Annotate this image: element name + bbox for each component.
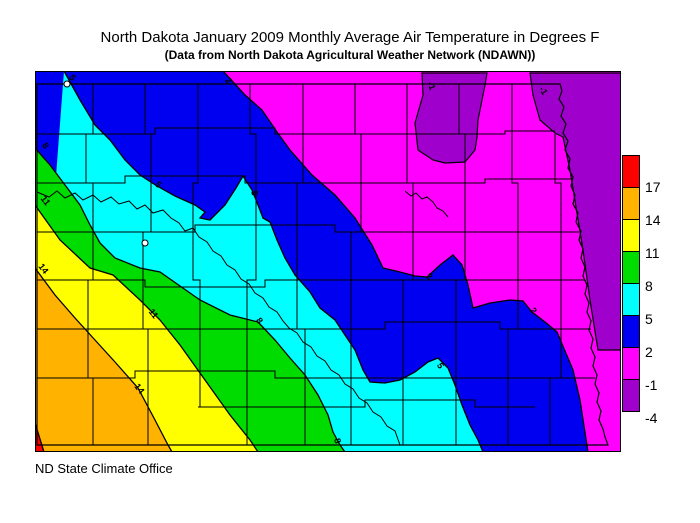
legend-swatch-red bbox=[622, 155, 640, 188]
county-boundary-line bbox=[37, 279, 585, 288]
county-boundary-line bbox=[198, 399, 535, 408]
legend-value: 11 bbox=[645, 245, 660, 261]
contour-2 bbox=[222, 71, 589, 452]
contour-17 bbox=[35, 422, 45, 452]
map-subtitle: (Data from North Dakota Agricultural Wea… bbox=[164, 48, 536, 62]
legend-swatch-green bbox=[622, 251, 640, 284]
contour-8 bbox=[35, 147, 346, 452]
county-boundary-line bbox=[37, 321, 591, 330]
state-border-line bbox=[36, 83, 609, 446]
contour-label: 5 bbox=[153, 179, 163, 190]
legend-value: 14 bbox=[645, 212, 661, 228]
county-boundary-line bbox=[192, 84, 201, 407]
legend-swatch-purple bbox=[622, 379, 640, 412]
legend-swatch-cyan bbox=[622, 283, 640, 316]
county-boundary-line bbox=[296, 84, 306, 445]
contour-label: 5 bbox=[249, 190, 259, 196]
contour-label: 2 bbox=[528, 305, 539, 315]
legend-value: 2 bbox=[645, 344, 653, 360]
legend-value: 8 bbox=[645, 278, 653, 294]
contour-label: 14 bbox=[36, 262, 50, 276]
color-scale-legend: 17 14 11 8 5 2 -1 -4 bbox=[622, 155, 692, 426]
legend-swatch-magenta bbox=[622, 347, 640, 380]
legend-swatch-yellow bbox=[622, 219, 640, 252]
contour-label: -1 bbox=[537, 85, 550, 97]
river-line bbox=[36, 190, 401, 446]
contour-14 bbox=[35, 267, 173, 452]
contour-label: 8 bbox=[40, 141, 51, 151]
map-frame bbox=[35, 71, 621, 452]
lake-marker bbox=[63, 80, 71, 88]
county-boundary-line bbox=[402, 84, 414, 445]
band-orange bbox=[35, 268, 172, 452]
contour-label: 8 bbox=[254, 316, 265, 326]
contour-label: -1 bbox=[426, 80, 438, 91]
county-boundary-line bbox=[37, 370, 595, 379]
county-boundary-line bbox=[246, 84, 257, 445]
contour-label: 8 bbox=[332, 437, 343, 444]
contour-label: 14 bbox=[132, 382, 146, 396]
legend-value: 17 bbox=[645, 179, 661, 195]
legend-swatch-orange bbox=[622, 187, 640, 220]
legend-value: -1 bbox=[645, 377, 658, 393]
legend-value: -4 bbox=[645, 410, 658, 426]
contour-11 bbox=[35, 204, 259, 452]
contour-label: 5 bbox=[67, 73, 78, 83]
county-boundary-line bbox=[37, 127, 555, 135]
credit-text: ND State Climate Office bbox=[35, 461, 173, 476]
contour-label: 2 bbox=[223, 75, 234, 85]
river-line bbox=[404, 190, 449, 218]
legend-value: 5 bbox=[645, 311, 653, 327]
county-boundary-line bbox=[507, 84, 519, 445]
contour-5 bbox=[63, 71, 484, 452]
lake-marker bbox=[141, 239, 149, 247]
legend-swatch-blue bbox=[622, 315, 640, 348]
contour-label: 5 bbox=[435, 361, 446, 370]
county-boundary-line bbox=[37, 224, 579, 233]
map-title: North Dakota January 2009 Monthly Averag… bbox=[100, 29, 600, 46]
contour-label: 2 bbox=[424, 271, 434, 282]
